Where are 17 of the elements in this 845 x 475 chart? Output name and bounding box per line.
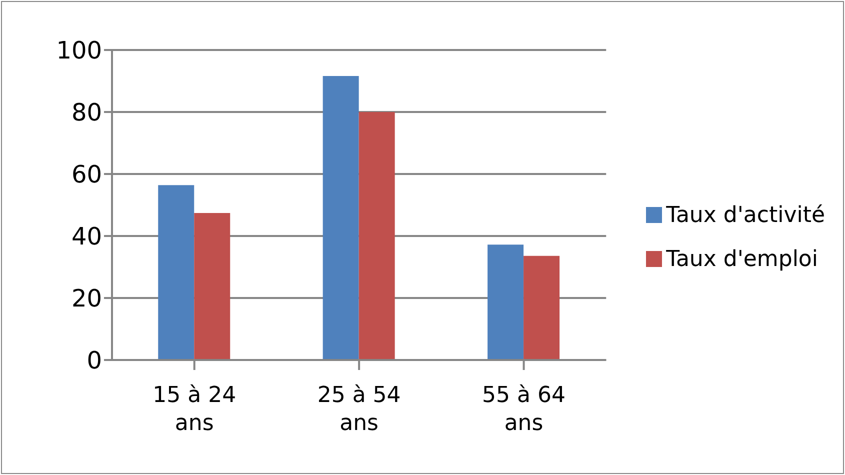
legend-label: Taux d'emploi [666,246,818,272]
bar [524,256,560,360]
bar [194,213,230,360]
bar [158,185,194,360]
y-tick-label: 40 [71,222,102,251]
y-tick-label: 0 [86,346,102,375]
y-tick-label: 60 [71,160,102,189]
y-tick-label: 80 [71,98,102,127]
x-tick-label: 55 à 64 ans [482,383,566,436]
legend-label: Taux d'activité [666,202,825,228]
x-tick-label: 15 à 24 ans [152,383,236,436]
x-tick-label: 25 à 54 ans [317,383,401,436]
bar [358,112,395,360]
bar [322,76,359,360]
bar [488,244,524,360]
y-tick-label: 100 [56,36,102,65]
y-tick-label: 20 [71,284,102,313]
